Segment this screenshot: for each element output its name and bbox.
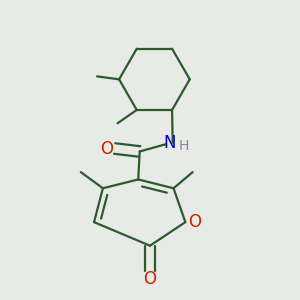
- Text: H: H: [179, 140, 189, 154]
- Text: O: O: [100, 140, 113, 158]
- Text: O: O: [143, 270, 157, 288]
- Text: N: N: [164, 134, 176, 152]
- Text: O: O: [188, 213, 201, 231]
